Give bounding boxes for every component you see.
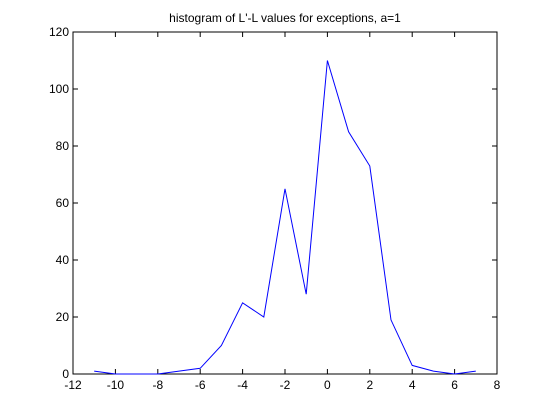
axis-ticks [72,31,498,375]
x-tick-label: 2 [366,378,373,392]
x-tick-label: 0 [324,378,331,392]
y-tick-label: 60 [56,196,70,210]
x-tick-label: -6 [195,378,206,392]
y-tick-label: 80 [56,139,70,153]
x-tick-label: -10 [107,378,125,392]
chart-title: histogram of L'-L values for exceptions,… [169,11,401,25]
y-tick-label: 40 [56,253,70,267]
plot-area [72,31,498,375]
x-tick-label: 4 [409,378,416,392]
x-tick-label: 6 [451,378,458,392]
x-tick-label: 8 [494,378,501,392]
series-line [94,60,476,375]
y-tick-label: 100 [49,82,69,96]
y-tick-label: 20 [56,310,70,324]
x-tick-label: -12 [64,378,82,392]
y-tick-label: 0 [62,367,69,381]
x-tick-label: -8 [152,378,163,392]
x-tick-label: -4 [237,378,248,392]
x-tick-label: -2 [280,378,291,392]
y-tick-label: 120 [49,25,69,39]
